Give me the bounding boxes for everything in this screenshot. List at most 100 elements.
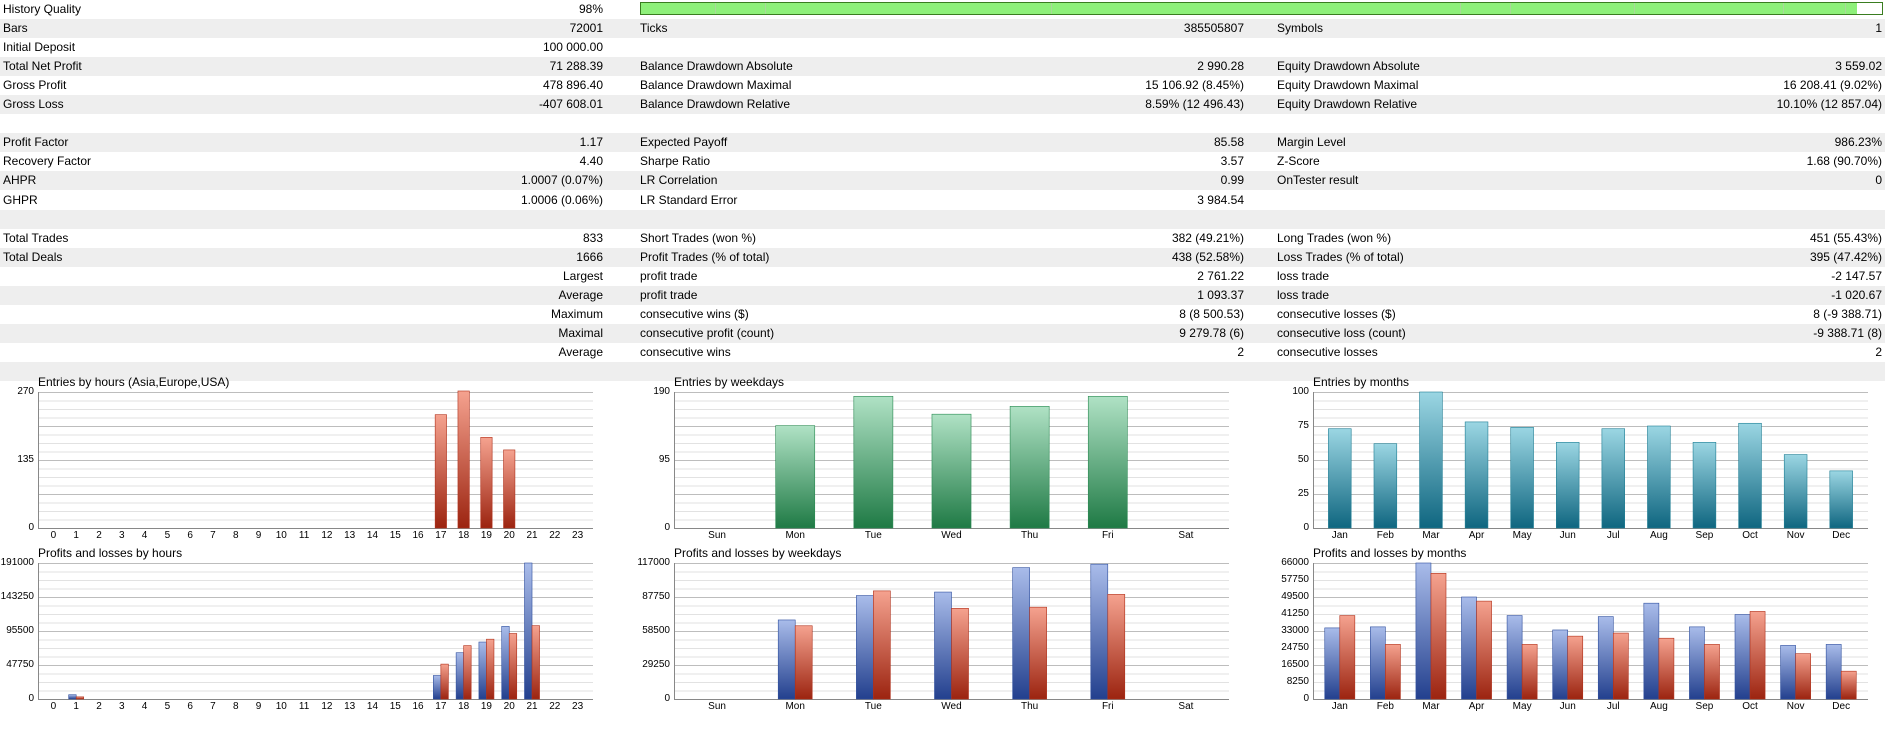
bar — [1780, 645, 1796, 700]
y-tick-label: 143250 — [0, 591, 34, 602]
y-tick-label: 0 — [1303, 522, 1309, 533]
x-tick-label: 3 — [118, 701, 125, 712]
stat-value: 8.59% (12 496.43) — [1145, 97, 1244, 112]
stat-value: 85.58 — [1213, 135, 1244, 150]
bar — [1601, 428, 1625, 529]
stat-label: loss trade — [1277, 287, 1330, 302]
stat-label: Total Deals — [3, 249, 63, 264]
x-tick-label: 20 — [503, 530, 515, 541]
y-tick-label: 41250 — [1281, 608, 1309, 619]
stat-value: 8 (8 500.53) — [1179, 306, 1244, 321]
y-tick-label: 58500 — [642, 625, 670, 636]
x-tick-label: Jul — [1606, 530, 1620, 541]
x-tick-label: 0 — [50, 701, 57, 712]
stat-label: Z-Score — [1277, 154, 1320, 169]
x-tick-label: 15 — [389, 530, 401, 541]
x-tick-label: 16 — [412, 530, 424, 541]
stat-value: 1 093.37 — [1197, 287, 1244, 302]
y-tick-label: 75 — [1297, 420, 1309, 431]
stat-value: 438 (52.58%) — [1171, 249, 1244, 264]
quality-tick — [1844, 3, 1846, 14]
x-tick-label: 4 — [141, 530, 148, 541]
bar — [1419, 391, 1443, 529]
bar — [1370, 626, 1386, 700]
stats-row — [0, 361, 1885, 381]
history-quality-value: 98% — [578, 2, 603, 16]
stat-label: Total Trades — [3, 230, 69, 245]
bar — [853, 395, 894, 529]
stat-value: -1 020.67 — [1831, 287, 1882, 302]
x-tick-label: 14 — [366, 701, 379, 712]
stat-value: 100 000.00 — [542, 40, 603, 55]
bar — [951, 608, 969, 700]
stat-label: Profit Trades (% of total) — [640, 249, 770, 264]
stat-prefix: Maximal — [558, 325, 603, 340]
x-tick-label: Sat — [1178, 530, 1194, 541]
x-tick-label: 10 — [275, 701, 287, 712]
bar — [1689, 626, 1705, 700]
stats-row: Initial Deposit 100 000.00 — [0, 38, 1885, 57]
chart-title: Entries by months — [1313, 375, 1410, 389]
stat-value: 3 984.54 — [1197, 192, 1244, 207]
x-tick-label: Dec — [1832, 530, 1851, 541]
bar — [440, 663, 449, 700]
x-tick-label: Feb — [1376, 530, 1394, 541]
stat-value: 4.40 — [579, 154, 603, 169]
x-tick-label: Nov — [1786, 530, 1805, 541]
stat-label: Balance Drawdown Maximal — [640, 78, 792, 93]
history-quality-bar — [640, 2, 1883, 15]
x-tick-label: Jul — [1606, 701, 1620, 712]
stat-label: Balance Drawdown Relative — [640, 97, 791, 112]
stat-label: Loss Trades (% of total) — [1277, 249, 1404, 264]
stat-label: Gross Loss — [3, 97, 64, 112]
stats-row: Profit Factor 1.17 Expected Payoff 85.58 Mar… — [0, 133, 1885, 153]
stat-label: GHPR — [3, 192, 38, 207]
stat-label: Margin Level — [1277, 135, 1346, 150]
bar — [1510, 427, 1534, 529]
stat-label: Sharpe Ratio — [640, 154, 711, 169]
x-tick-label: 13 — [344, 701, 356, 712]
bar — [480, 437, 493, 529]
y-tick-label: 270 — [17, 386, 34, 397]
stat-value: 833 — [582, 230, 603, 245]
bar — [775, 425, 816, 529]
stat-prefix: Largest — [562, 268, 603, 283]
y-tick-label: 0 — [664, 522, 670, 533]
stats-row: Total Net Profit 71 288.39 Balance Drawdow… — [0, 57, 1885, 77]
x-tick-label: Oct — [1742, 701, 1758, 712]
stat-value: 986.23% — [1834, 135, 1882, 150]
bar — [1506, 615, 1523, 700]
bar — [1738, 422, 1762, 529]
bar — [873, 590, 891, 700]
x-tick-label: Wed — [941, 701, 962, 712]
x-tick-label: 22 — [549, 701, 561, 712]
bar — [1328, 428, 1352, 529]
chart-title: Profits and losses by hours — [38, 546, 183, 560]
stats-row: GHPR 1.0006 (0.06%) LR Standard Error 3 984… — [0, 191, 1885, 210]
stat-prefix: Maximum — [550, 306, 603, 321]
bar — [1464, 421, 1489, 529]
stat-value: 1.17 — [579, 135, 603, 150]
x-tick-label: May — [1512, 701, 1532, 712]
x-tick-label: Mar — [1422, 701, 1440, 712]
stat-label: Symbols — [1277, 21, 1324, 36]
bar — [1783, 454, 1808, 529]
stat-value: 2 — [1237, 344, 1244, 359]
bar — [1749, 611, 1766, 700]
stat-value: 72001 — [569, 21, 603, 36]
x-tick-label: Sep — [1695, 701, 1714, 712]
x-tick-label: 17 — [435, 701, 447, 712]
x-tick-label: 2 — [96, 701, 102, 712]
stat-value: 9 279.78 (6) — [1179, 325, 1244, 340]
x-tick-label: 5 — [164, 530, 171, 541]
x-tick-label: Jun — [1559, 530, 1576, 541]
x-tick-label: 6 — [187, 701, 193, 712]
x-tick-label: 1 — [73, 701, 79, 712]
stat-label: Ticks — [640, 21, 668, 36]
stats-row: Average consecutive wins 2 consecutive loss… — [0, 343, 1885, 362]
y-tick-label: 117000 — [637, 557, 670, 568]
x-tick-label: 8 — [232, 701, 239, 712]
stats-row: Total Deals 1666 Profit Trades (% of total… — [0, 247, 1885, 267]
